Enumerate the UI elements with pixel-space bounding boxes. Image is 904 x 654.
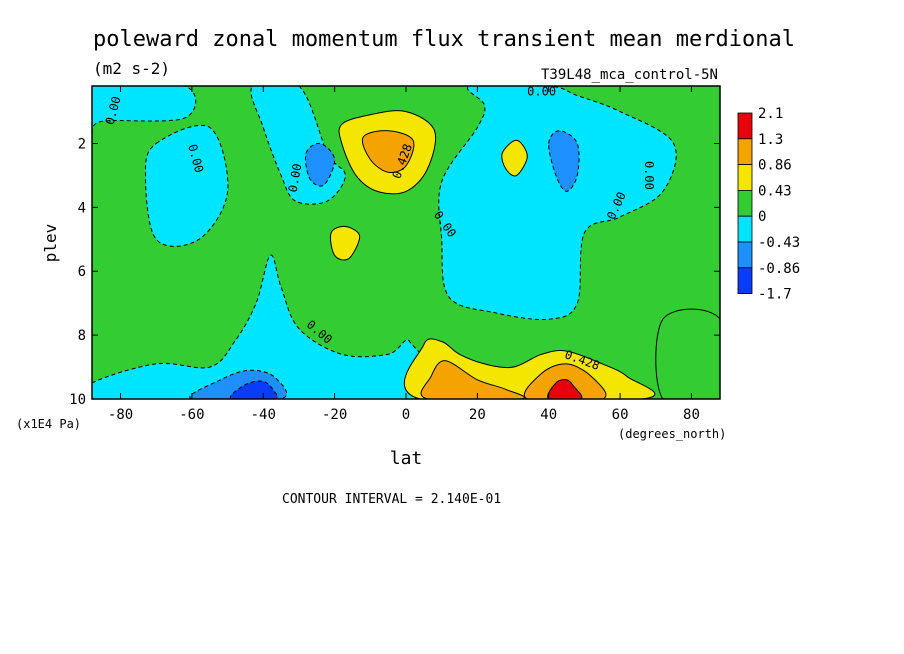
contour-region-9 — [655, 308, 720, 399]
colorbar-swatch-5 — [737, 241, 753, 269]
x-tick-label-0: -80 — [108, 407, 133, 423]
colorbar-swatch-4 — [737, 215, 753, 243]
colorbar-label-1: 1.3 — [758, 132, 783, 148]
colorbar-label-3: 0.43 — [758, 183, 792, 199]
colorbar-swatch-6 — [737, 267, 753, 294]
colorbar-swatch-1 — [737, 138, 753, 166]
x-tick-label-8: 80 — [683, 407, 700, 423]
colorbar: 2.1 1.3 0.86 0.43 0 -0.43 -0.86 -1.7 — [737, 106, 800, 303]
contour-region-11 — [361, 130, 415, 173]
contour-region-17 — [547, 379, 583, 399]
x-tick-label-5: 20 — [469, 407, 486, 423]
y-tick-label-1: 4 — [78, 200, 86, 216]
contour-region-6 — [92, 254, 438, 399]
contour-region-1 — [144, 125, 229, 247]
colorbar-label-4: 0 — [758, 209, 766, 225]
x-axis-label: lat — [390, 448, 423, 469]
x-tick-label-1: -60 — [179, 407, 204, 423]
colorbar-label-6: -0.86 — [758, 261, 800, 277]
colorbar-swatch-3 — [737, 189, 753, 217]
dataset-label: T39L48_mca_control-5N — [541, 67, 718, 83]
y-tick-label-2: 6 — [78, 264, 86, 280]
plot-area — [92, 86, 720, 399]
y-axis-units: (x1E4 Pa) — [16, 417, 81, 431]
contour-region-15 — [420, 360, 525, 399]
contour-region-5 — [548, 130, 580, 192]
contour-region-0 — [92, 86, 197, 133]
x-tick-label-4: 0 — [402, 407, 410, 423]
contour-region-3 — [304, 142, 336, 187]
y-tick-label-4: 10 — [69, 392, 86, 408]
x-axis-units: (degrees_north) — [618, 427, 726, 441]
y-tick-label-0: 2 — [78, 136, 86, 152]
y-tick-label-3: 8 — [78, 328, 86, 344]
contour-region-12 — [329, 225, 361, 261]
contour-label-7: 0.00 — [642, 161, 656, 190]
chart-title: poleward zonal momentum flux transient m… — [93, 27, 795, 52]
y-axis-label: plev — [41, 224, 60, 263]
x-tick-label-7: 60 — [612, 407, 629, 423]
x-tick-label-2: -40 — [251, 407, 276, 423]
x-tick-label-3: -20 — [322, 407, 347, 423]
colorbar-label-2: 0.86 — [758, 158, 792, 174]
colorbar-swatch-0 — [737, 112, 753, 140]
contour-region-13 — [501, 139, 528, 177]
axes: -80 -60 -40 -20 0 20 40 60 80 2 4 6 8 10 — [69, 85, 721, 423]
colorbar-label-0: 2.1 — [758, 106, 783, 122]
x-tick-label-6: 40 — [540, 407, 557, 423]
chart-units: (m2 s-2) — [93, 59, 170, 78]
colorbar-label-5: -0.43 — [758, 235, 800, 251]
colorbar-label-7: -1.7 — [758, 287, 792, 303]
contour-interval: CONTOUR INTERVAL = 2.140E-01 — [282, 492, 501, 507]
contour-region-8 — [229, 380, 279, 399]
contour-region-4 — [438, 86, 677, 321]
contour-label-2: 0.00 — [286, 162, 305, 193]
colorbar-swatch-2 — [737, 164, 753, 191]
